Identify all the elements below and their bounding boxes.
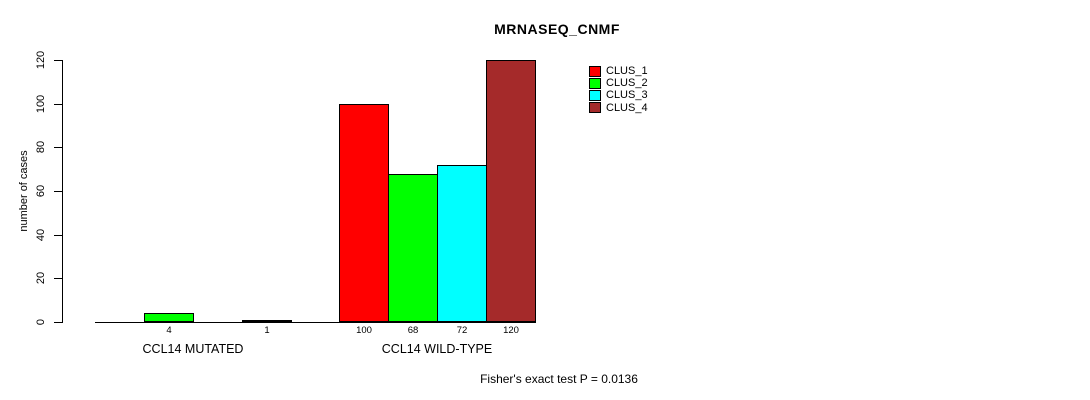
group-label-ccl14-wild-type: CCL14 WILD-TYPE [381,342,493,356]
y-axis-label: number of cases [18,150,30,232]
y-tick-label-100: 100 [35,94,47,114]
fisher-exact-test-annotation: Fisher's exact test P = 0.0136 [480,372,638,386]
chart-title: MRNASEQ_CNMF [494,21,620,37]
bar-value-label-clus_2-group2: 68 [407,325,419,336]
group-label-ccl14-mutated: CCL14 MUTATED [142,342,244,356]
y-tick-label-20: 20 [35,271,47,285]
bar-clus_1-group2 [339,104,389,322]
y-tick-label-120: 120 [35,50,47,70]
y-tick-80 [54,147,62,148]
y-tick-100 [54,104,62,105]
bar-value-label-clus_2-group1: 4 [166,325,172,336]
bar-clus_4-group2 [486,60,536,322]
bar-clus_4-group1 [242,320,292,322]
legend-swatch-clus_1 [589,65,601,77]
bar-clus_3-group2 [437,165,487,322]
bar-value-label-clus_4-group2: 120 [503,325,519,336]
bar-clus_2-group2 [388,174,438,322]
legend: CLUS_1 CLUS_2 CLUS_3 CLUS_4 [589,65,648,114]
legend-row-clus_2: CLUS_2 [589,77,648,89]
legend-swatch-clus_3 [589,89,601,101]
legend-swatch-clus_2 [589,77,601,89]
legend-label-clus_1: CLUS_1 [606,65,648,78]
y-tick-label-80: 80 [35,140,47,154]
y-tick-label-60: 60 [35,184,47,198]
y-tick-120 [54,60,62,61]
y-axis-line [62,60,63,323]
bar-value-label-clus_4-group1: 1 [264,325,270,336]
bar-clus_2-group1 [144,313,194,322]
legend-label-clus_2: CLUS_2 [606,77,648,90]
bar-value-label-clus_1-group2: 100 [356,325,372,336]
y-tick-0 [54,322,62,323]
legend-row-clus_1: CLUS_1 [589,65,648,77]
y-tick-60 [54,191,62,192]
bar-value-label-clus_3-group2: 72 [456,325,468,336]
legend-swatch-clus_4 [589,102,601,114]
legend-label-clus_4: CLUS_4 [606,101,648,114]
y-tick-40 [54,235,62,236]
legend-row-clus_4: CLUS_4 [589,102,648,114]
y-tick-label-40: 40 [35,228,47,242]
legend-row-clus_3: CLUS_3 [589,89,648,101]
legend-label-clus_3: CLUS_3 [606,89,648,102]
y-tick-20 [54,278,62,279]
x-axis-baseline [95,322,536,323]
y-tick-label-0: 0 [35,318,47,326]
